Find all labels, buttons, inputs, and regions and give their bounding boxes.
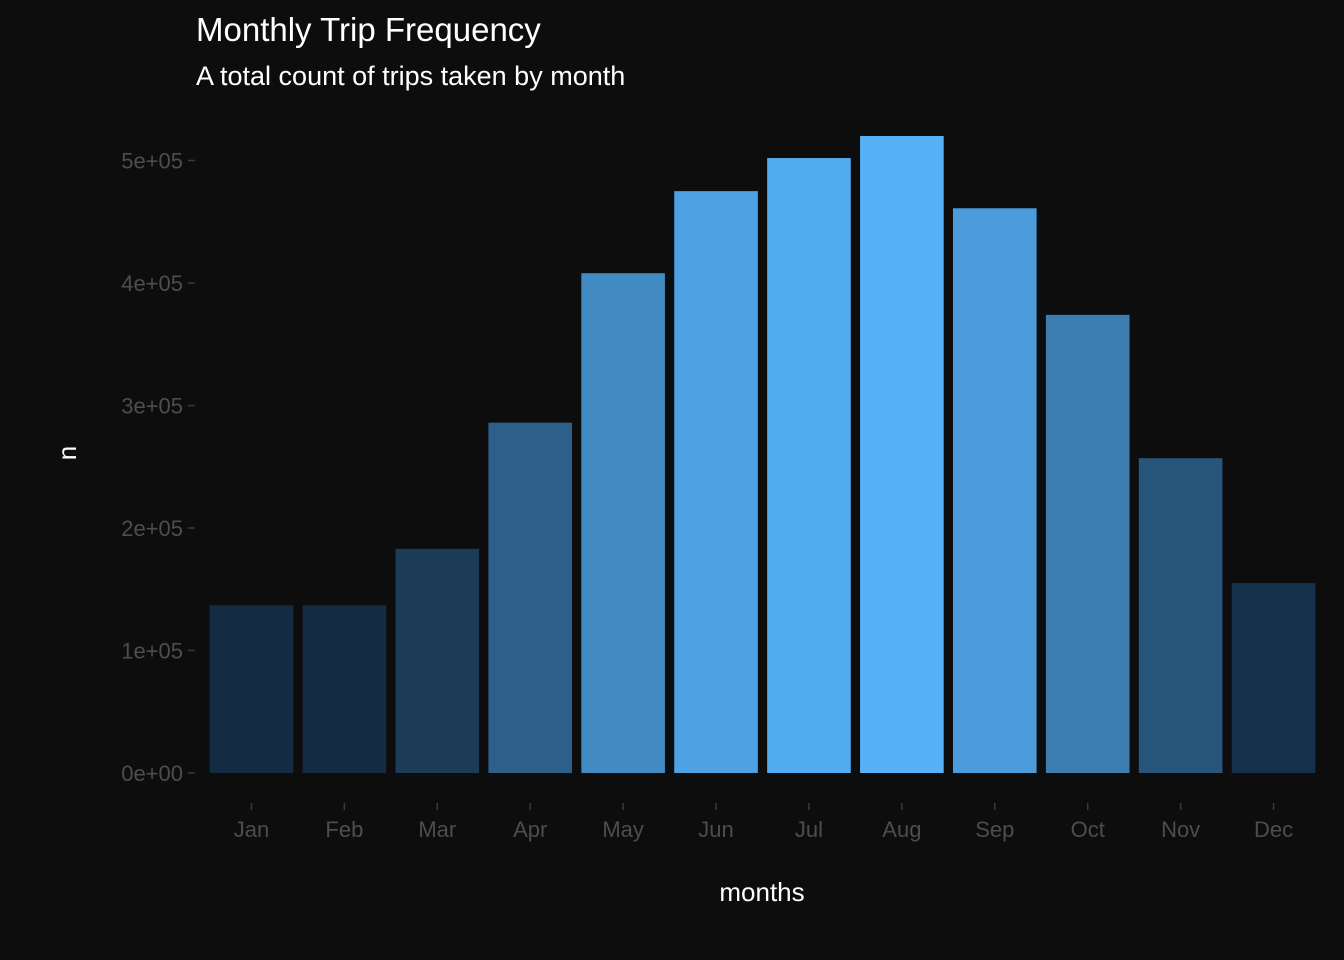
x-tick-label: Jan bbox=[234, 817, 269, 842]
y-tick-label: 2e+05 bbox=[121, 516, 183, 541]
x-tick-label: Oct bbox=[1071, 817, 1105, 842]
x-tick-label: Jun bbox=[698, 817, 733, 842]
y-axis: 0e+00 1e+05 2e+05 3e+05 4e+05 5e+05 bbox=[121, 149, 195, 786]
x-tick-label: Sep bbox=[975, 817, 1014, 842]
x-tick-label: Aug bbox=[882, 817, 921, 842]
y-tick-label: 0e+00 bbox=[121, 761, 183, 786]
x-tick-label: Mar bbox=[418, 817, 456, 842]
x-tick-label: Jul bbox=[795, 817, 823, 842]
y-axis-title: n bbox=[52, 446, 82, 460]
y-tick-label: 4e+05 bbox=[121, 271, 183, 296]
bar-jan bbox=[209, 605, 294, 773]
bar-nov bbox=[1138, 458, 1223, 773]
y-tick-label: 5e+05 bbox=[121, 149, 183, 174]
bars-group bbox=[209, 136, 1316, 774]
chart-title: Monthly Trip Frequency bbox=[196, 11, 541, 48]
y-tick-label: 3e+05 bbox=[121, 394, 183, 419]
x-tick-label: Apr bbox=[513, 817, 547, 842]
bar-jul bbox=[767, 158, 851, 774]
bar-mar bbox=[395, 548, 480, 773]
bar-feb bbox=[302, 605, 387, 773]
bar-apr bbox=[488, 422, 573, 773]
x-axis: Jan Feb Mar Apr May Jun Jul Aug Sep Oct Nov Dec bbox=[234, 803, 1293, 842]
bar-may bbox=[581, 273, 665, 773]
bar-jun bbox=[674, 191, 758, 773]
bar-dec bbox=[1231, 583, 1316, 773]
x-tick-label: Dec bbox=[1254, 817, 1293, 842]
x-axis-title: months bbox=[719, 877, 804, 907]
x-tick-label: Nov bbox=[1161, 817, 1200, 842]
bar-aug bbox=[860, 136, 944, 773]
y-tick-label: 1e+05 bbox=[121, 639, 183, 664]
bar-oct bbox=[1045, 314, 1130, 773]
bar-sep bbox=[952, 208, 1037, 773]
x-tick-label: May bbox=[602, 817, 644, 842]
x-tick-label: Feb bbox=[325, 817, 363, 842]
chart-subtitle: A total count of trips taken by month bbox=[196, 61, 625, 91]
